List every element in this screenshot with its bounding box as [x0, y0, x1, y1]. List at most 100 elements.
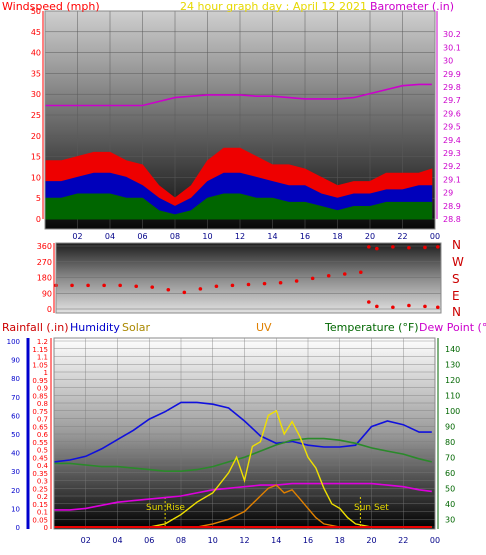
direction-tick-label: 180	[37, 274, 52, 283]
temperature-tick-label: 50	[445, 484, 455, 493]
direction-point	[278, 280, 283, 285]
bottom-x-tick-label: 08	[176, 536, 186, 545]
direction-point	[326, 273, 331, 278]
barometer-tick-label: 29.1	[443, 175, 461, 184]
barometer-tick-label: 29.3	[443, 149, 461, 158]
humidity-tick-label: 100	[7, 338, 20, 346]
direction-point	[310, 276, 315, 281]
direction-point	[182, 290, 187, 295]
top-x-tick-label: 08	[170, 232, 180, 241]
mid-panel-frame	[55, 242, 442, 314]
windspeed-tick-label: 15	[31, 153, 41, 162]
barometer-tick-label: 29.5	[443, 123, 461, 132]
rainfall-tick-label: 1.15	[32, 346, 48, 354]
top-x-tick-label: 22	[397, 232, 407, 241]
direction-point-low	[367, 300, 371, 304]
temperature-tick-label: 120	[445, 376, 460, 385]
direction-tick-label: 360	[37, 242, 52, 251]
humidity-tick-label: 70	[11, 394, 20, 402]
direction-point	[118, 283, 122, 288]
temperature-tick-label: 70	[445, 453, 455, 462]
humidity-tick-label: 30	[11, 468, 20, 476]
windspeed-tick-label: 0	[36, 215, 41, 224]
bottom-x-tick-label: 14	[271, 536, 281, 545]
direction-point	[391, 245, 395, 249]
rainfall-tick-label: 0.05	[32, 516, 48, 524]
windspeed-tick-label: 25	[31, 111, 41, 120]
sun-set-label: Sun Set	[354, 503, 389, 513]
barometer-tick-label: 29.6	[443, 109, 461, 118]
rainfall-tick-label: 0.9	[37, 385, 48, 393]
top-x-tick-label: 02	[72, 232, 82, 241]
top-x-tick-label: 06	[137, 232, 147, 241]
series-barometer	[45, 83, 432, 107]
windspeed-tick-label: 35	[31, 69, 41, 78]
rainfall-tick-label: 0.3	[37, 478, 48, 486]
mid-panel-bg	[56, 243, 441, 313]
chart-title: 24 hour graph day : April 12 2021	[180, 0, 367, 13]
rainfall-tick-label: 0	[44, 524, 48, 532]
rainfall-tick-label: 0.8	[37, 400, 48, 408]
rainfall-tick-label: 0.55	[32, 439, 48, 447]
temperature-tick-label: 140	[445, 345, 460, 354]
bottom-x-tick-label: 04	[112, 536, 122, 545]
top-x-tick-label: 18	[332, 232, 342, 241]
temperature-tick-label: 130	[445, 360, 460, 369]
rainfall-tick-label: 1.05	[32, 361, 48, 369]
solar-heading: Solar	[122, 321, 151, 334]
direction-point-low	[423, 304, 427, 309]
direction-point	[230, 283, 235, 288]
direction-point	[86, 283, 90, 288]
barometer-tick-label: 29.4	[443, 136, 461, 145]
plot-area	[44, 83, 440, 529]
barometer-tick-label: 29.9	[443, 70, 461, 79]
barometer-tick-label: 30	[443, 57, 453, 66]
direction-point-low	[435, 305, 440, 310]
dir-letter-e: E	[452, 289, 460, 303]
barometer-tick-label: 29.7	[443, 96, 461, 105]
windspeed-tick-label: 10	[31, 173, 41, 182]
dir-letter-n-top: N	[452, 238, 461, 252]
rainfall-tick-label: 0.2	[37, 493, 48, 501]
series-uv	[54, 484, 432, 528]
top-x-tick-label: 10	[202, 232, 212, 241]
sun-rise-label: Sun Rise	[146, 503, 185, 513]
uv-heading: UV	[256, 321, 272, 334]
direction-point	[246, 282, 251, 287]
direction-point	[150, 285, 155, 289]
humidity-tick-label: 10	[11, 505, 20, 513]
windspeed-tick-label: 30	[31, 90, 41, 99]
direction-tick-label: 270	[37, 258, 52, 267]
direction-point-low	[407, 303, 411, 308]
direction-point	[407, 245, 411, 250]
direction-point-low	[391, 305, 395, 310]
direction-point	[198, 287, 203, 291]
temperature-tick-label: 30	[445, 515, 455, 524]
rainfall-tick-label: 0.1	[37, 509, 48, 517]
barometer-tick-label: 30.1	[443, 43, 461, 52]
barometer-tick-label: 30.2	[443, 30, 461, 39]
barometer-heading: Barometer (.in)	[370, 0, 454, 13]
rainfall-tick-label: 0.4	[37, 462, 49, 470]
series-wind-average	[44, 193, 433, 220]
direction-point	[214, 284, 219, 289]
rainfall-tick-label: 0.65	[32, 423, 48, 431]
dir-letter-w: W	[452, 255, 464, 269]
top-x-tick-label: 20	[365, 232, 375, 241]
windspeed-tick-label: 45	[31, 28, 41, 37]
barometer-tick-label: 29.8	[443, 83, 461, 92]
direction-point	[342, 272, 347, 276]
direction-point	[262, 281, 267, 286]
direction-point	[375, 246, 379, 251]
barometer-tick-label: 28.8	[443, 215, 461, 224]
direction-point	[367, 245, 371, 249]
bottom-x-tick-label: 02	[81, 536, 91, 545]
temperature-tick-label: 60	[445, 469, 455, 478]
temperature-tick-label: 40	[445, 500, 455, 509]
temperature-tick-label: 80	[445, 438, 455, 447]
rainfall-tick-label: 0.45	[32, 454, 48, 462]
direction-point	[134, 284, 139, 289]
temperature-heading: Temperature (°F)	[324, 321, 419, 334]
dir-letter-s: S	[452, 272, 460, 286]
bottom-x-tick-label: 12	[239, 536, 249, 545]
